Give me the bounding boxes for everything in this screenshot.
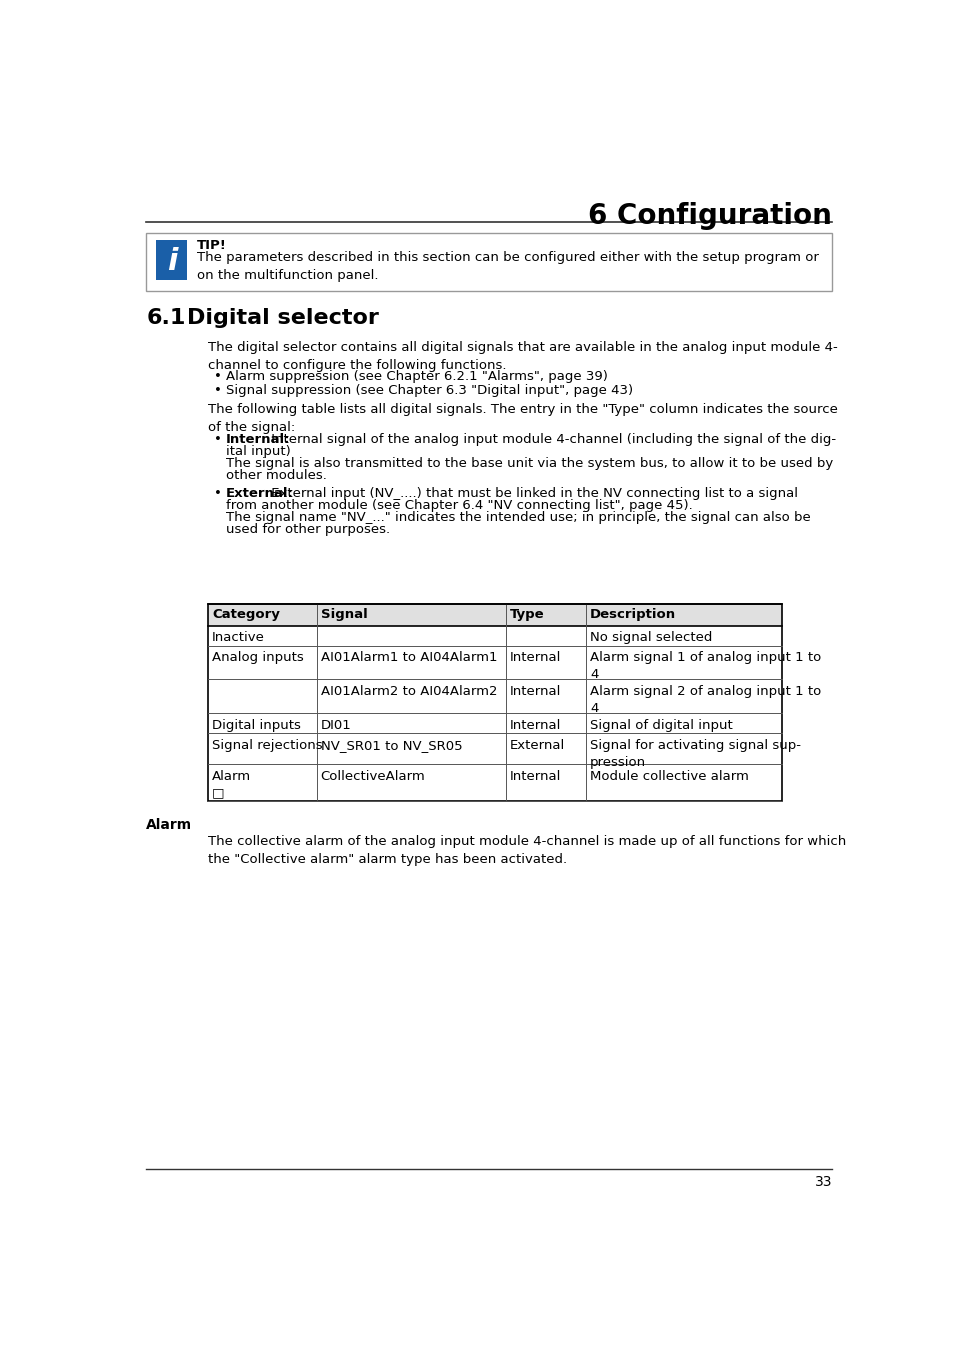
Text: Alarm signal 1 of analog input 1 to
4: Alarm signal 1 of analog input 1 to 4 bbox=[589, 651, 821, 680]
Text: •: • bbox=[213, 433, 221, 446]
Text: The parameters described in this section can be configured either with the setup: The parameters described in this section… bbox=[196, 251, 818, 282]
Text: The collective alarm of the analog input module 4-channel is made up of all func: The collective alarm of the analog input… bbox=[208, 836, 845, 865]
Text: External input (NV_....) that must be linked in the NV connecting list to a sign: External input (NV_....) that must be li… bbox=[267, 487, 797, 500]
Text: Alarm suppression (see Chapter 6.2.1 "Alarms", page 39): Alarm suppression (see Chapter 6.2.1 "Al… bbox=[226, 370, 607, 383]
Text: Signal rejections: Signal rejections bbox=[212, 738, 322, 752]
Text: Signal of digital input: Signal of digital input bbox=[589, 718, 732, 732]
Text: Type: Type bbox=[509, 608, 543, 621]
Text: Alarm: Alarm bbox=[146, 818, 193, 832]
Text: NV_SR01 to NV_SR05: NV_SR01 to NV_SR05 bbox=[320, 738, 462, 752]
Text: Internal: Internal bbox=[509, 718, 560, 732]
Text: Digital selector: Digital selector bbox=[187, 308, 379, 328]
Text: Internal: Internal bbox=[509, 684, 560, 698]
Text: Alarm signal 2 of analog input 1 to
4: Alarm signal 2 of analog input 1 to 4 bbox=[589, 684, 821, 716]
Text: Internal:: Internal: bbox=[226, 433, 291, 446]
Text: Digital inputs: Digital inputs bbox=[212, 718, 301, 732]
Text: Analog inputs: Analog inputs bbox=[212, 651, 304, 664]
Text: Alarm
□: Alarm □ bbox=[212, 769, 251, 799]
Text: The signal is also transmitted to the base unit via the system bus, to allow it : The signal is also transmitted to the ba… bbox=[226, 456, 833, 470]
Text: TIP!: TIP! bbox=[196, 239, 227, 252]
Text: External:: External: bbox=[226, 487, 294, 500]
Text: AI01Alarm1 to AI04Alarm1: AI01Alarm1 to AI04Alarm1 bbox=[320, 651, 497, 664]
Bar bbox=[146, 232, 831, 290]
Text: Inactive: Inactive bbox=[212, 630, 265, 644]
Text: Signal for activating signal sup-
pression: Signal for activating signal sup- pressi… bbox=[589, 738, 801, 768]
Text: CollectiveAlarm: CollectiveAlarm bbox=[320, 769, 425, 783]
Text: from another module (see Chapter 6.4 "NV connecting list", page 45).: from another module (see Chapter 6.4 "NV… bbox=[226, 500, 692, 512]
Text: The following table lists all digital signals. The entry in the "Type" column in: The following table lists all digital si… bbox=[208, 404, 838, 433]
Text: 33: 33 bbox=[814, 1176, 831, 1189]
Text: •: • bbox=[213, 487, 221, 500]
Bar bbox=[208, 603, 781, 625]
Text: Internal: Internal bbox=[509, 769, 560, 783]
Text: No signal selected: No signal selected bbox=[589, 630, 712, 644]
Text: Description: Description bbox=[589, 608, 676, 621]
Text: •: • bbox=[213, 370, 221, 383]
Text: DI01: DI01 bbox=[320, 718, 351, 732]
Text: Signal suppression (see Chapter 6.3 "Digital input", page 43): Signal suppression (see Chapter 6.3 "Dig… bbox=[226, 383, 633, 397]
Text: ital input): ital input) bbox=[226, 446, 291, 458]
Text: 6.1: 6.1 bbox=[146, 308, 186, 328]
Text: other modules.: other modules. bbox=[226, 468, 327, 482]
Text: Signal: Signal bbox=[320, 608, 367, 621]
Text: The signal name "NV_..." indicates the intended use; in principle, the signal ca: The signal name "NV_..." indicates the i… bbox=[226, 510, 810, 524]
Text: AI01Alarm2 to AI04Alarm2: AI01Alarm2 to AI04Alarm2 bbox=[320, 684, 497, 698]
Text: •: • bbox=[213, 383, 221, 397]
Text: Module collective alarm: Module collective alarm bbox=[589, 769, 748, 783]
Text: The digital selector contains all digital signals that are available in the anal: The digital selector contains all digita… bbox=[208, 340, 838, 371]
Text: i: i bbox=[167, 247, 177, 275]
Text: 6 Configuration: 6 Configuration bbox=[588, 202, 831, 230]
Bar bbox=[156, 240, 187, 279]
Text: used for other purposes.: used for other purposes. bbox=[226, 522, 390, 536]
Text: External: External bbox=[509, 738, 564, 752]
Bar bbox=[208, 603, 781, 801]
Text: Category: Category bbox=[212, 608, 280, 621]
Text: Internal: Internal bbox=[509, 651, 560, 664]
Text: Internal signal of the analog input module 4-channel (including the signal of th: Internal signal of the analog input modu… bbox=[267, 433, 835, 446]
